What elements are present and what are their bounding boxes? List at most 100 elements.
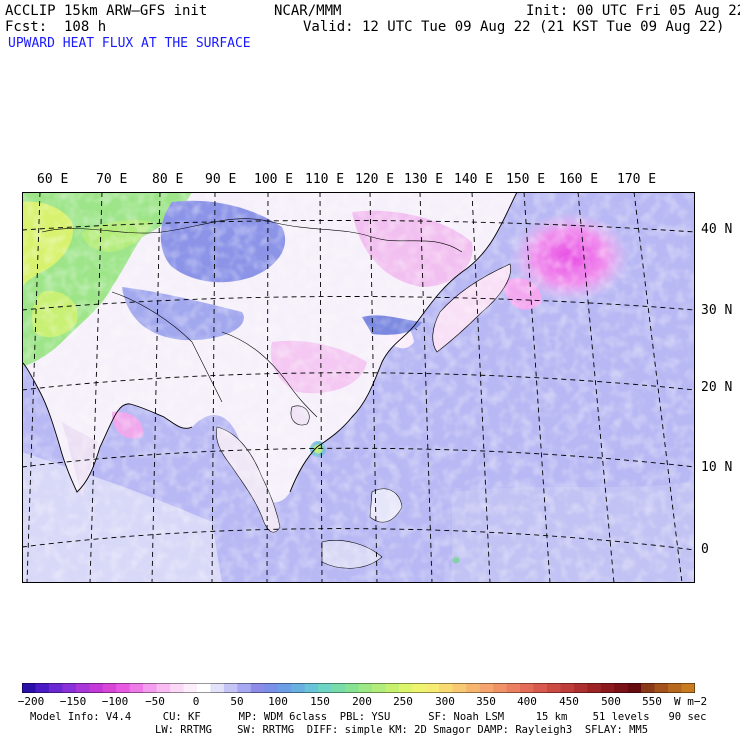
lon-label: 170 E	[617, 172, 657, 187]
colorbar-tick: 350	[476, 695, 496, 708]
colorbar-swatch	[627, 683, 642, 693]
lat-label: 30 N	[701, 303, 733, 318]
lon-label: 60 E	[37, 172, 69, 187]
lon-label: 130 E	[404, 172, 444, 187]
colorbar-swatch	[614, 683, 628, 693]
colorbar-swatch	[277, 683, 292, 693]
colorbar-swatch	[35, 683, 50, 693]
colorbar-swatch	[371, 683, 386, 693]
colorbar-swatch	[48, 683, 63, 693]
colorbar-swatch	[573, 683, 588, 693]
colorbar-swatch	[250, 683, 265, 693]
country-border	[111, 291, 223, 403]
colorbar-swatch	[345, 683, 359, 693]
init-time: Init: 00 UTC Fri 05 Aug 22	[526, 3, 740, 19]
coastline	[22, 361, 193, 493]
lon-label: 90 E	[205, 172, 237, 187]
colorbar-swatch	[546, 683, 561, 693]
colorbar-swatch	[600, 683, 615, 693]
colorbar-tick: −200	[17, 695, 45, 708]
colorbar-swatch	[223, 683, 238, 693]
lat-label: 10 N	[701, 460, 733, 475]
colorbar-swatch	[385, 683, 400, 693]
colorbar-tick: 250	[393, 695, 413, 708]
colorbar-tick: 300	[435, 695, 455, 708]
colorbar-swatch	[318, 683, 332, 693]
model-title: ACCLIP 15km ARW–GFS init	[5, 3, 208, 19]
lon-label: 100 E	[254, 172, 294, 187]
graticule	[22, 192, 695, 583]
valid-time: Valid: 12 UTC Tue 09 Aug 22 (21 KST Tue …	[303, 19, 725, 35]
colorbar-tick: 400	[517, 695, 537, 708]
colorbar-swatch	[425, 683, 440, 693]
colorbar-swatch	[62, 683, 77, 693]
forecast-hour: Fcst: 108 h	[5, 19, 107, 35]
country-border	[41, 218, 463, 253]
colorbar-swatch	[398, 683, 413, 693]
colorbar-swatch	[89, 683, 104, 693]
colorbar-swatch	[304, 683, 319, 693]
center-label: NCAR/MMM	[274, 3, 342, 19]
colorbar-tick: 150	[310, 695, 330, 708]
texture-overlay	[22, 192, 695, 583]
colorbar-swatch	[452, 683, 467, 693]
coastline	[289, 192, 518, 493]
lon-label: 110 E	[305, 172, 345, 187]
colorbar-swatch	[506, 683, 521, 693]
lat-label: 20 N	[701, 380, 733, 395]
colorbar-tick: 200	[352, 695, 372, 708]
colorbar-swatch	[102, 683, 117, 693]
model-info-line-1: Model Info: V4.4 CU: KF MP: WDM 6class P…	[30, 711, 707, 723]
colorbar-swatch	[156, 683, 171, 693]
colorbar-swatch	[264, 683, 279, 693]
colorbar-swatch	[75, 683, 90, 693]
colorbar-tick: −100	[101, 695, 129, 708]
colorbar-tick: 0	[192, 695, 200, 708]
colorbar-swatch	[493, 683, 507, 693]
lon-label: 70 E	[96, 172, 128, 187]
colorbar-swatch	[196, 683, 211, 693]
colorbar-swatch	[237, 683, 252, 693]
field-title: UPWARD HEAT FLUX AT THE SURFACE	[8, 36, 251, 51]
colorbar-swatch	[331, 683, 346, 693]
colorbar-swatch	[681, 683, 695, 693]
model-info-line-2: LW: RRTMG SW: RRTMG DIFF: simple KM: 2D …	[155, 724, 649, 736]
colorbar-swatch	[479, 683, 494, 693]
colorbar-swatch	[668, 683, 682, 693]
colorbar-swatch	[291, 683, 305, 693]
colorbar-swatch	[641, 683, 655, 693]
lat-label: 0	[701, 542, 709, 557]
lat-label: 40 N	[701, 222, 733, 237]
colorbar-swatch	[358, 683, 373, 693]
colorbar-swatch	[587, 683, 602, 693]
heat-flux-map	[22, 192, 695, 583]
country-border	[221, 331, 318, 418]
map-frame	[22, 192, 695, 583]
colorbar-swatch	[520, 683, 534, 693]
colorbar-swatch	[439, 683, 454, 693]
colorbar	[22, 683, 695, 693]
colorbar-swatch	[533, 683, 548, 693]
colorbar-tick: 550	[642, 695, 662, 708]
lon-label: 150 E	[506, 172, 546, 187]
colorbar-tick: 50	[230, 695, 244, 708]
lon-label: 80 E	[152, 172, 184, 187]
colorbar-swatch	[129, 683, 144, 693]
colorbar-swatch	[170, 683, 184, 693]
colorbar-tick: −150	[59, 695, 87, 708]
colorbar-swatch	[466, 683, 480, 693]
colorbar-units: W m−2	[674, 695, 708, 708]
lon-label: 160 E	[559, 172, 599, 187]
lon-label: 140 E	[454, 172, 494, 187]
colorbar-swatch	[116, 683, 130, 693]
colorbar-tick: 100	[268, 695, 288, 708]
colorbar-swatch	[654, 683, 669, 693]
lon-label: 120 E	[355, 172, 395, 187]
colorbar-swatch	[210, 683, 225, 693]
colorbar-tick: −50	[145, 695, 165, 708]
colorbar-swatch	[143, 683, 157, 693]
colorbar-swatch	[560, 683, 575, 693]
colorbar-tick: 450	[559, 695, 579, 708]
colorbar-swatch	[183, 683, 198, 693]
colorbar-swatch	[412, 683, 427, 693]
